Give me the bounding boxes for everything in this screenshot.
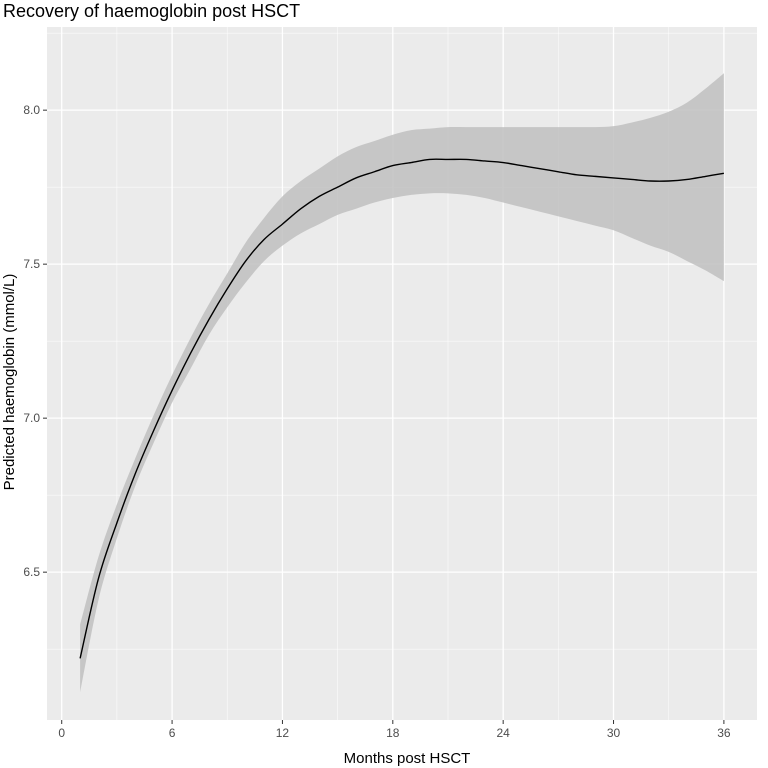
y-tick-label: 7.5 — [23, 257, 40, 271]
chart-title: Recovery of haemoglobin post HSCT — [3, 1, 300, 21]
y-tick-label: 8.0 — [23, 103, 40, 117]
fitted-line — [79, 158, 725, 659]
x-tick-label: 6 — [169, 726, 176, 740]
y-tick-label: 7.0 — [23, 411, 40, 425]
x-tick-label: 24 — [496, 726, 510, 740]
x-tick-label: 0 — [58, 726, 65, 740]
confidence-band — [80, 73, 724, 693]
x-tick-label: 12 — [276, 726, 290, 740]
y-axis: 6.5 7.0 7.5 8.0 — [23, 103, 47, 579]
x-axis: 0 6 12 18 24 30 36 — [58, 720, 731, 740]
x-tick-label: 18 — [386, 726, 400, 740]
x-tick-label: 30 — [607, 726, 621, 740]
x-tick-label: 36 — [717, 726, 731, 740]
y-tick-label: 6.5 — [23, 565, 40, 579]
x-axis-title: Months post HSCT — [344, 750, 471, 767]
y-axis-title: Predicted haemoglobin (mmol/L) — [1, 274, 18, 491]
